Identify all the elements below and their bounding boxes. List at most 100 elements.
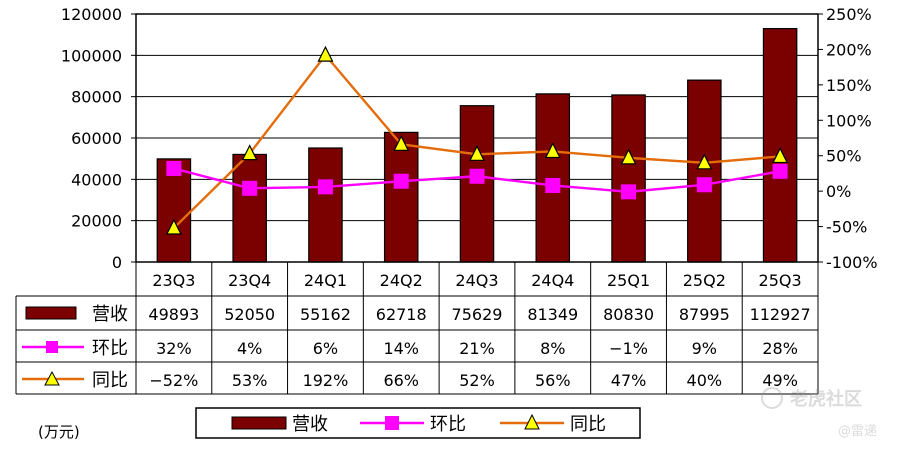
y2-axis-tick-label: -100% [826,253,878,272]
category-label: 24Q2 [380,271,423,290]
table-key-marker-环比 [46,341,58,353]
point-环比-23Q4 [242,180,258,196]
point-同比-25Q3 [772,147,789,164]
table-key-marker-同比 [44,370,60,386]
point-同比-23Q4 [241,144,258,161]
y2-axis-tick-label: 200% [826,40,872,59]
bars [156,28,798,263]
data-label: 21% [459,339,495,358]
data-label: 8% [540,339,565,358]
point-环比-24Q2 [393,173,409,189]
legend-label: 同比 [570,414,606,435]
y-axis-tick-label: 0 [112,253,122,272]
point-同比-24Q2 [393,135,410,151]
point-环比-23Q3 [166,160,182,176]
data-label: 47% [611,371,647,390]
data-label: 192% [303,371,349,390]
point-同比-24Q4 [544,142,561,159]
data-label: 75629 [452,305,503,324]
point-环比-25Q3 [772,163,788,179]
point-同比-25Q1 [620,148,637,165]
legend: 营收 环比 同比 [195,407,641,439]
y2-axis-tick-label: 250% [826,5,872,24]
y2-axis-tick-label: 50% [826,147,862,166]
point-环比-24Q3 [469,168,485,184]
category-label: 24Q1 [304,271,347,290]
table-key-营收 [25,306,77,320]
unit-label: (万元) [38,423,80,441]
data-label: 112927 [750,305,811,324]
data-label: 40% [687,371,723,390]
data-label: 62718 [376,305,427,324]
data-label: 80830 [603,305,654,324]
data-label: 56% [535,371,571,390]
bar-25Q2 [687,79,722,263]
table-series-name: 同比 [92,370,128,391]
y2-axis-tick-label: -50% [826,218,867,237]
data-label: 32% [156,339,192,358]
y-axis-tick-label: 60000 [71,129,122,148]
point-同比-23Q3 [165,218,182,235]
point-环比-25Q2 [696,177,712,193]
legend-label: 环比 [430,414,466,435]
data-table: 23Q3 23Q4 24Q1 24Q2 24Q3 24Q4 25Q1 25Q2 25Q3 营收 49… [15,261,819,395]
data-label: 55162 [300,305,351,324]
data-label: 28% [762,339,798,358]
watermark: 老虎社区 @雷递 [761,387,877,439]
y-axis-tick-label: 20000 [71,212,122,231]
data-label: 9% [692,339,717,358]
data-label: 81349 [527,305,578,324]
data-label: 53% [232,371,268,390]
bar-24Q2 [383,131,419,263]
point-同比-24Q3 [469,144,485,161]
bar-23Q4 [232,153,267,263]
legend-label: 营收 [292,414,328,435]
bar-25Q3 [762,28,798,263]
data-label: −52% [149,371,198,390]
data-label: 52050 [224,305,275,324]
category-label: 24Q4 [531,271,574,290]
y-axis-tick-label: 120000 [61,5,122,24]
bar-24Q4 [535,93,571,263]
bar-24Q1 [308,147,343,263]
point-环比-24Q4 [545,177,561,193]
legend-key-marker-环比 [385,416,399,430]
data-label: 52% [459,371,495,390]
data-label: 6% [313,339,338,358]
data-label: 66% [383,371,419,390]
y2-axis-tick-label: 100% [826,111,872,130]
category-label: 25Q2 [683,271,726,290]
y-axis-tick-label: 80000 [71,88,122,107]
table-series-name: 营收 [92,304,128,325]
data-label: 4% [237,339,262,358]
bar-24Q3 [459,105,495,263]
data-label: 14% [383,339,419,358]
data-label: 49893 [148,305,199,324]
bar-25Q1 [611,94,646,263]
data-label: −1% [609,339,648,358]
point-同比-25Q2 [696,153,713,170]
legend-key-marker-同比 [524,413,540,430]
category-label: 23Q3 [152,271,195,290]
legend-key-营收 [231,416,287,430]
point-环比-25Q1 [621,184,637,200]
y2-axis-tick-label: 0% [826,182,851,201]
watermark-main: 老虎社区 [790,388,862,410]
lines [165,45,789,235]
data-label: 87995 [679,305,730,324]
data-label: 49% [762,371,798,390]
watermark-logo-icon [761,387,783,409]
y-axis-tick-label: 40000 [71,170,122,189]
table-series-name: 环比 [92,338,128,359]
y2-axis-tick-label: 150% [826,76,872,95]
category-label: 23Q4 [228,271,271,290]
watermark-sub: @雷递 [838,424,877,439]
point-同比-24Q1 [317,45,334,62]
category-label: 24Q3 [455,271,498,290]
axes: 0 20000 40000 60000 80000 100000 120000 -100% -5… [61,5,878,272]
category-label: 25Q1 [607,271,650,290]
y-axis-tick-label: 100000 [61,46,122,65]
category-label: 25Q3 [759,271,802,290]
point-环比-24Q1 [317,179,333,195]
